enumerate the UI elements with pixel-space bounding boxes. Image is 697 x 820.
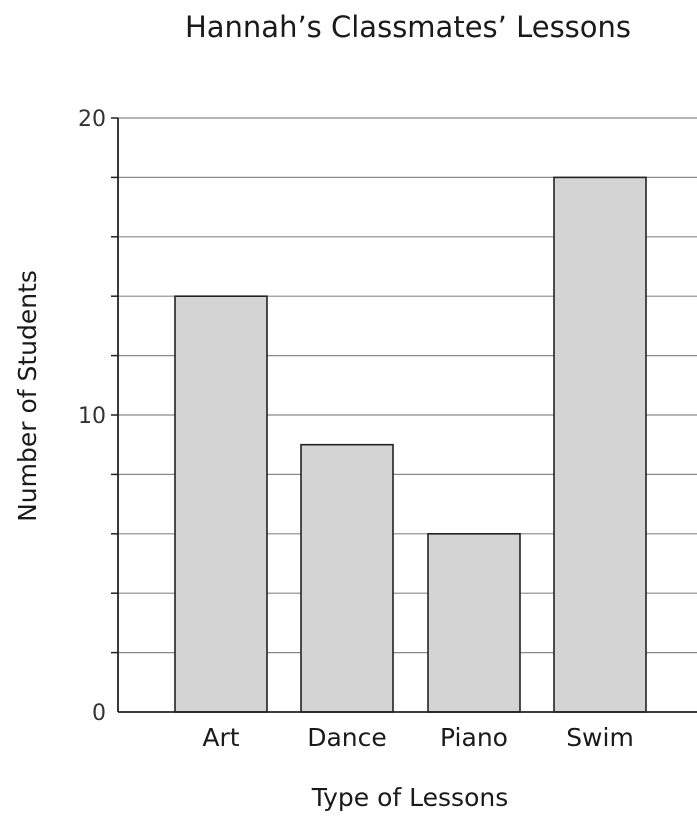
x-axis-label: Type of Lessons bbox=[311, 783, 509, 812]
bars bbox=[174, 176, 647, 713]
x-category-label: Art bbox=[202, 723, 239, 752]
bar-dance bbox=[300, 443, 394, 713]
y-tick-label: 10 bbox=[78, 404, 106, 429]
bar-art bbox=[174, 295, 268, 713]
x-category-label: Piano bbox=[440, 723, 508, 752]
x-category-label: Swim bbox=[566, 723, 634, 752]
y-tick-label: 20 bbox=[78, 107, 106, 132]
x-category-labels: Art Dance Piano Swim bbox=[202, 723, 633, 752]
y-ticks: 0 10 20 bbox=[78, 107, 118, 726]
chart-title: Hannah’s Classmates’ Lessons bbox=[185, 10, 631, 44]
x-category-label: Dance bbox=[307, 723, 387, 752]
bar-swim bbox=[553, 176, 647, 713]
y-tick-label: 0 bbox=[92, 701, 106, 726]
y-axis-label: Number of Students bbox=[13, 270, 42, 522]
bar-piano bbox=[427, 532, 521, 713]
